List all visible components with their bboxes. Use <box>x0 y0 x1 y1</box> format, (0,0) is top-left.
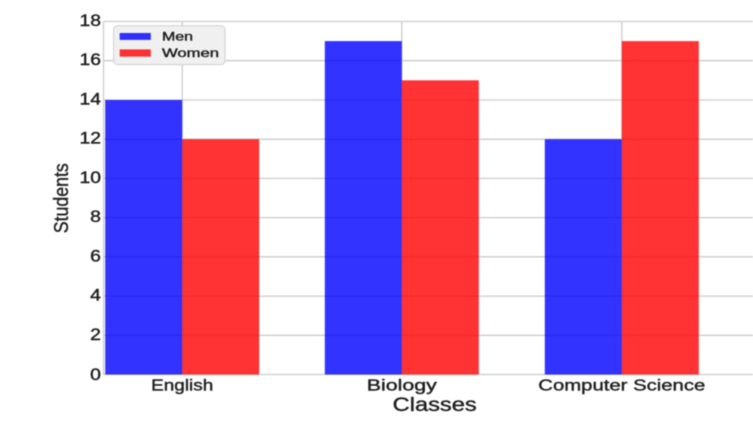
svg-text:12: 12 <box>80 130 102 148</box>
svg-text:6: 6 <box>90 247 101 265</box>
svg-text:Women: Women <box>162 47 219 60</box>
svg-text:2: 2 <box>90 326 101 344</box>
svg-text:18: 18 <box>80 12 102 30</box>
svg-text:Biology: Biology <box>367 377 437 394</box>
svg-text:14: 14 <box>80 91 102 109</box>
svg-text:8: 8 <box>90 208 101 226</box>
svg-text:16: 16 <box>80 51 102 69</box>
svg-text:Men: Men <box>162 31 193 44</box>
svg-text:Computer Science: Computer Science <box>538 377 705 394</box>
svg-text:Students: Students <box>51 163 73 233</box>
svg-text:English: English <box>151 377 213 394</box>
svg-text:4: 4 <box>90 287 101 305</box>
svg-text:Classes: Classes <box>393 395 477 416</box>
svg-text:0: 0 <box>90 366 101 384</box>
svg-text:10: 10 <box>80 169 102 187</box>
